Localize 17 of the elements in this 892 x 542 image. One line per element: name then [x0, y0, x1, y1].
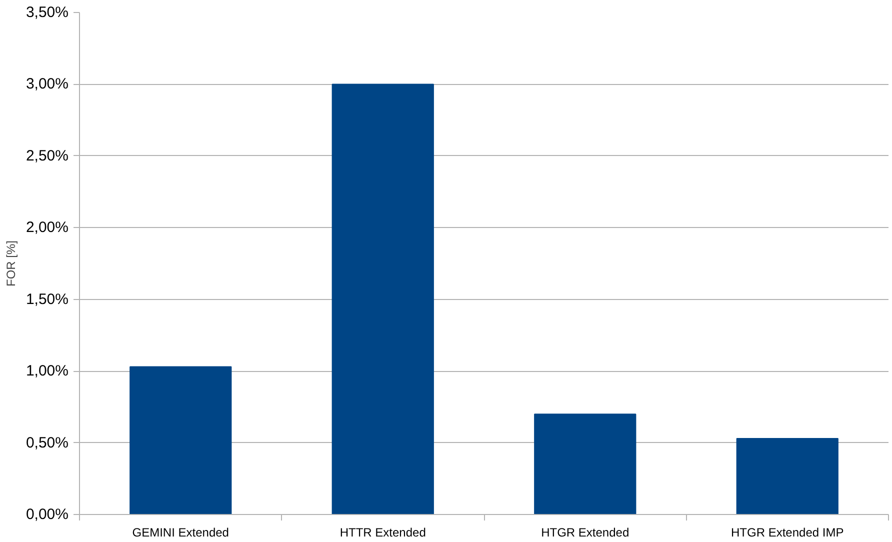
x-tick-label: HTGR Extended — [541, 526, 630, 540]
y-tick-label: 2,50% — [26, 147, 69, 164]
y-axis-title: FOR [%] — [4, 240, 18, 286]
y-tick-label: 2,00% — [26, 219, 69, 236]
bar — [130, 366, 232, 514]
x-tick-label: HTGR Extended IMP — [731, 526, 844, 540]
y-tick-label: 3,50% — [26, 4, 69, 21]
bar — [534, 414, 636, 514]
bar — [332, 84, 434, 514]
y-tick-label: 1,00% — [26, 362, 69, 380]
x-tick-label: HTTR Extended — [340, 526, 426, 540]
y-tick-label: 1,50% — [26, 290, 69, 308]
y-tick-label: 3,00% — [26, 76, 69, 93]
y-tick-label: 0,00% — [26, 506, 69, 523]
y-tick-label: 0,50% — [26, 434, 69, 452]
bar — [736, 438, 838, 514]
x-tick-label: GEMINI Extended — [132, 526, 229, 540]
